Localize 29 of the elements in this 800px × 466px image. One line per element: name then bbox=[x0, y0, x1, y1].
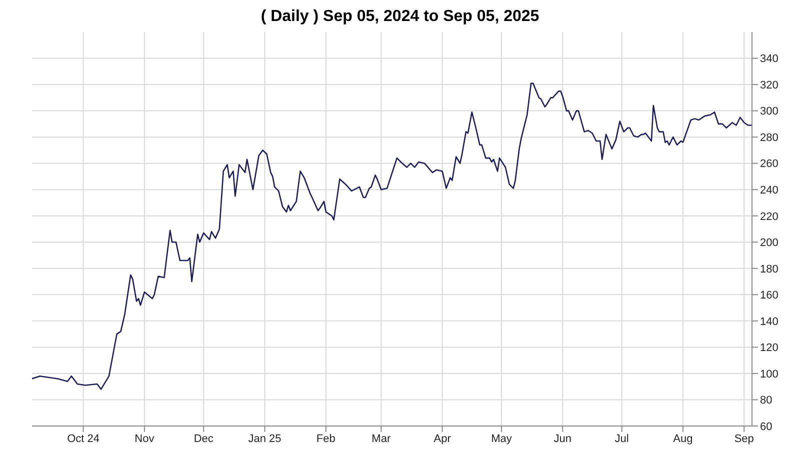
y-tick-label: 220 bbox=[760, 210, 778, 223]
x-tick-label: Apr bbox=[434, 432, 452, 445]
y-tick-label: 180 bbox=[760, 263, 778, 276]
x-tick-label: Dec bbox=[194, 432, 214, 445]
y-tick-label: 300 bbox=[760, 106, 778, 118]
y-tick-label: 60 bbox=[760, 420, 772, 433]
y-tick-label: 280 bbox=[760, 132, 778, 144]
y-tick-label: 260 bbox=[760, 158, 778, 170]
y-tick-label: 200 bbox=[760, 237, 778, 250]
x-tick-label: May bbox=[491, 432, 512, 445]
x-tick-label: Sep bbox=[734, 432, 754, 445]
y-tick-label: 140 bbox=[760, 316, 778, 328]
x-tick-label: Jul bbox=[614, 432, 629, 445]
x-tick-label: Nov bbox=[134, 432, 155, 445]
x-tick-label: Feb bbox=[316, 432, 336, 445]
chart-title: ( Daily ) Sep 05, 2024 to Sep 05, 2025 bbox=[260, 8, 540, 27]
y-tick-label: 120 bbox=[760, 342, 778, 354]
x-tick-label: Aug bbox=[673, 432, 693, 445]
x-tick-label: Jun bbox=[554, 432, 572, 445]
y-tick-label: 240 bbox=[760, 184, 778, 197]
line-series bbox=[32, 82, 752, 390]
y-tick-label: 160 bbox=[760, 290, 778, 302]
x-tick-label: Mar bbox=[372, 432, 391, 445]
x-tick-label: Jan 25 bbox=[248, 432, 282, 445]
x-tick-label: Oct 24 bbox=[67, 432, 100, 445]
y-tick-label: 100 bbox=[760, 368, 778, 380]
y-tick-label: 320 bbox=[760, 79, 778, 92]
y-tick-label: 340 bbox=[760, 53, 778, 66]
y-tick-label: 80 bbox=[760, 394, 772, 407]
